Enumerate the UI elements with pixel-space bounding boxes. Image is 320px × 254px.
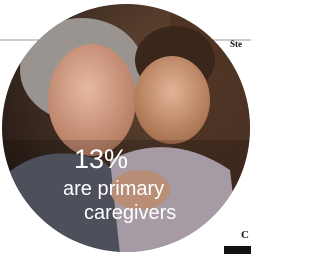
edge-text: Ste: [230, 39, 242, 49]
edge-bar: [224, 246, 251, 254]
stat: 13%: [74, 144, 128, 174]
edge-text: C: [241, 229, 249, 241]
graphic: 13% are primary caregivers Ste C: [0, 0, 251, 254]
caption-line: caregivers: [84, 202, 176, 224]
caption-line: are primary: [63, 178, 164, 200]
